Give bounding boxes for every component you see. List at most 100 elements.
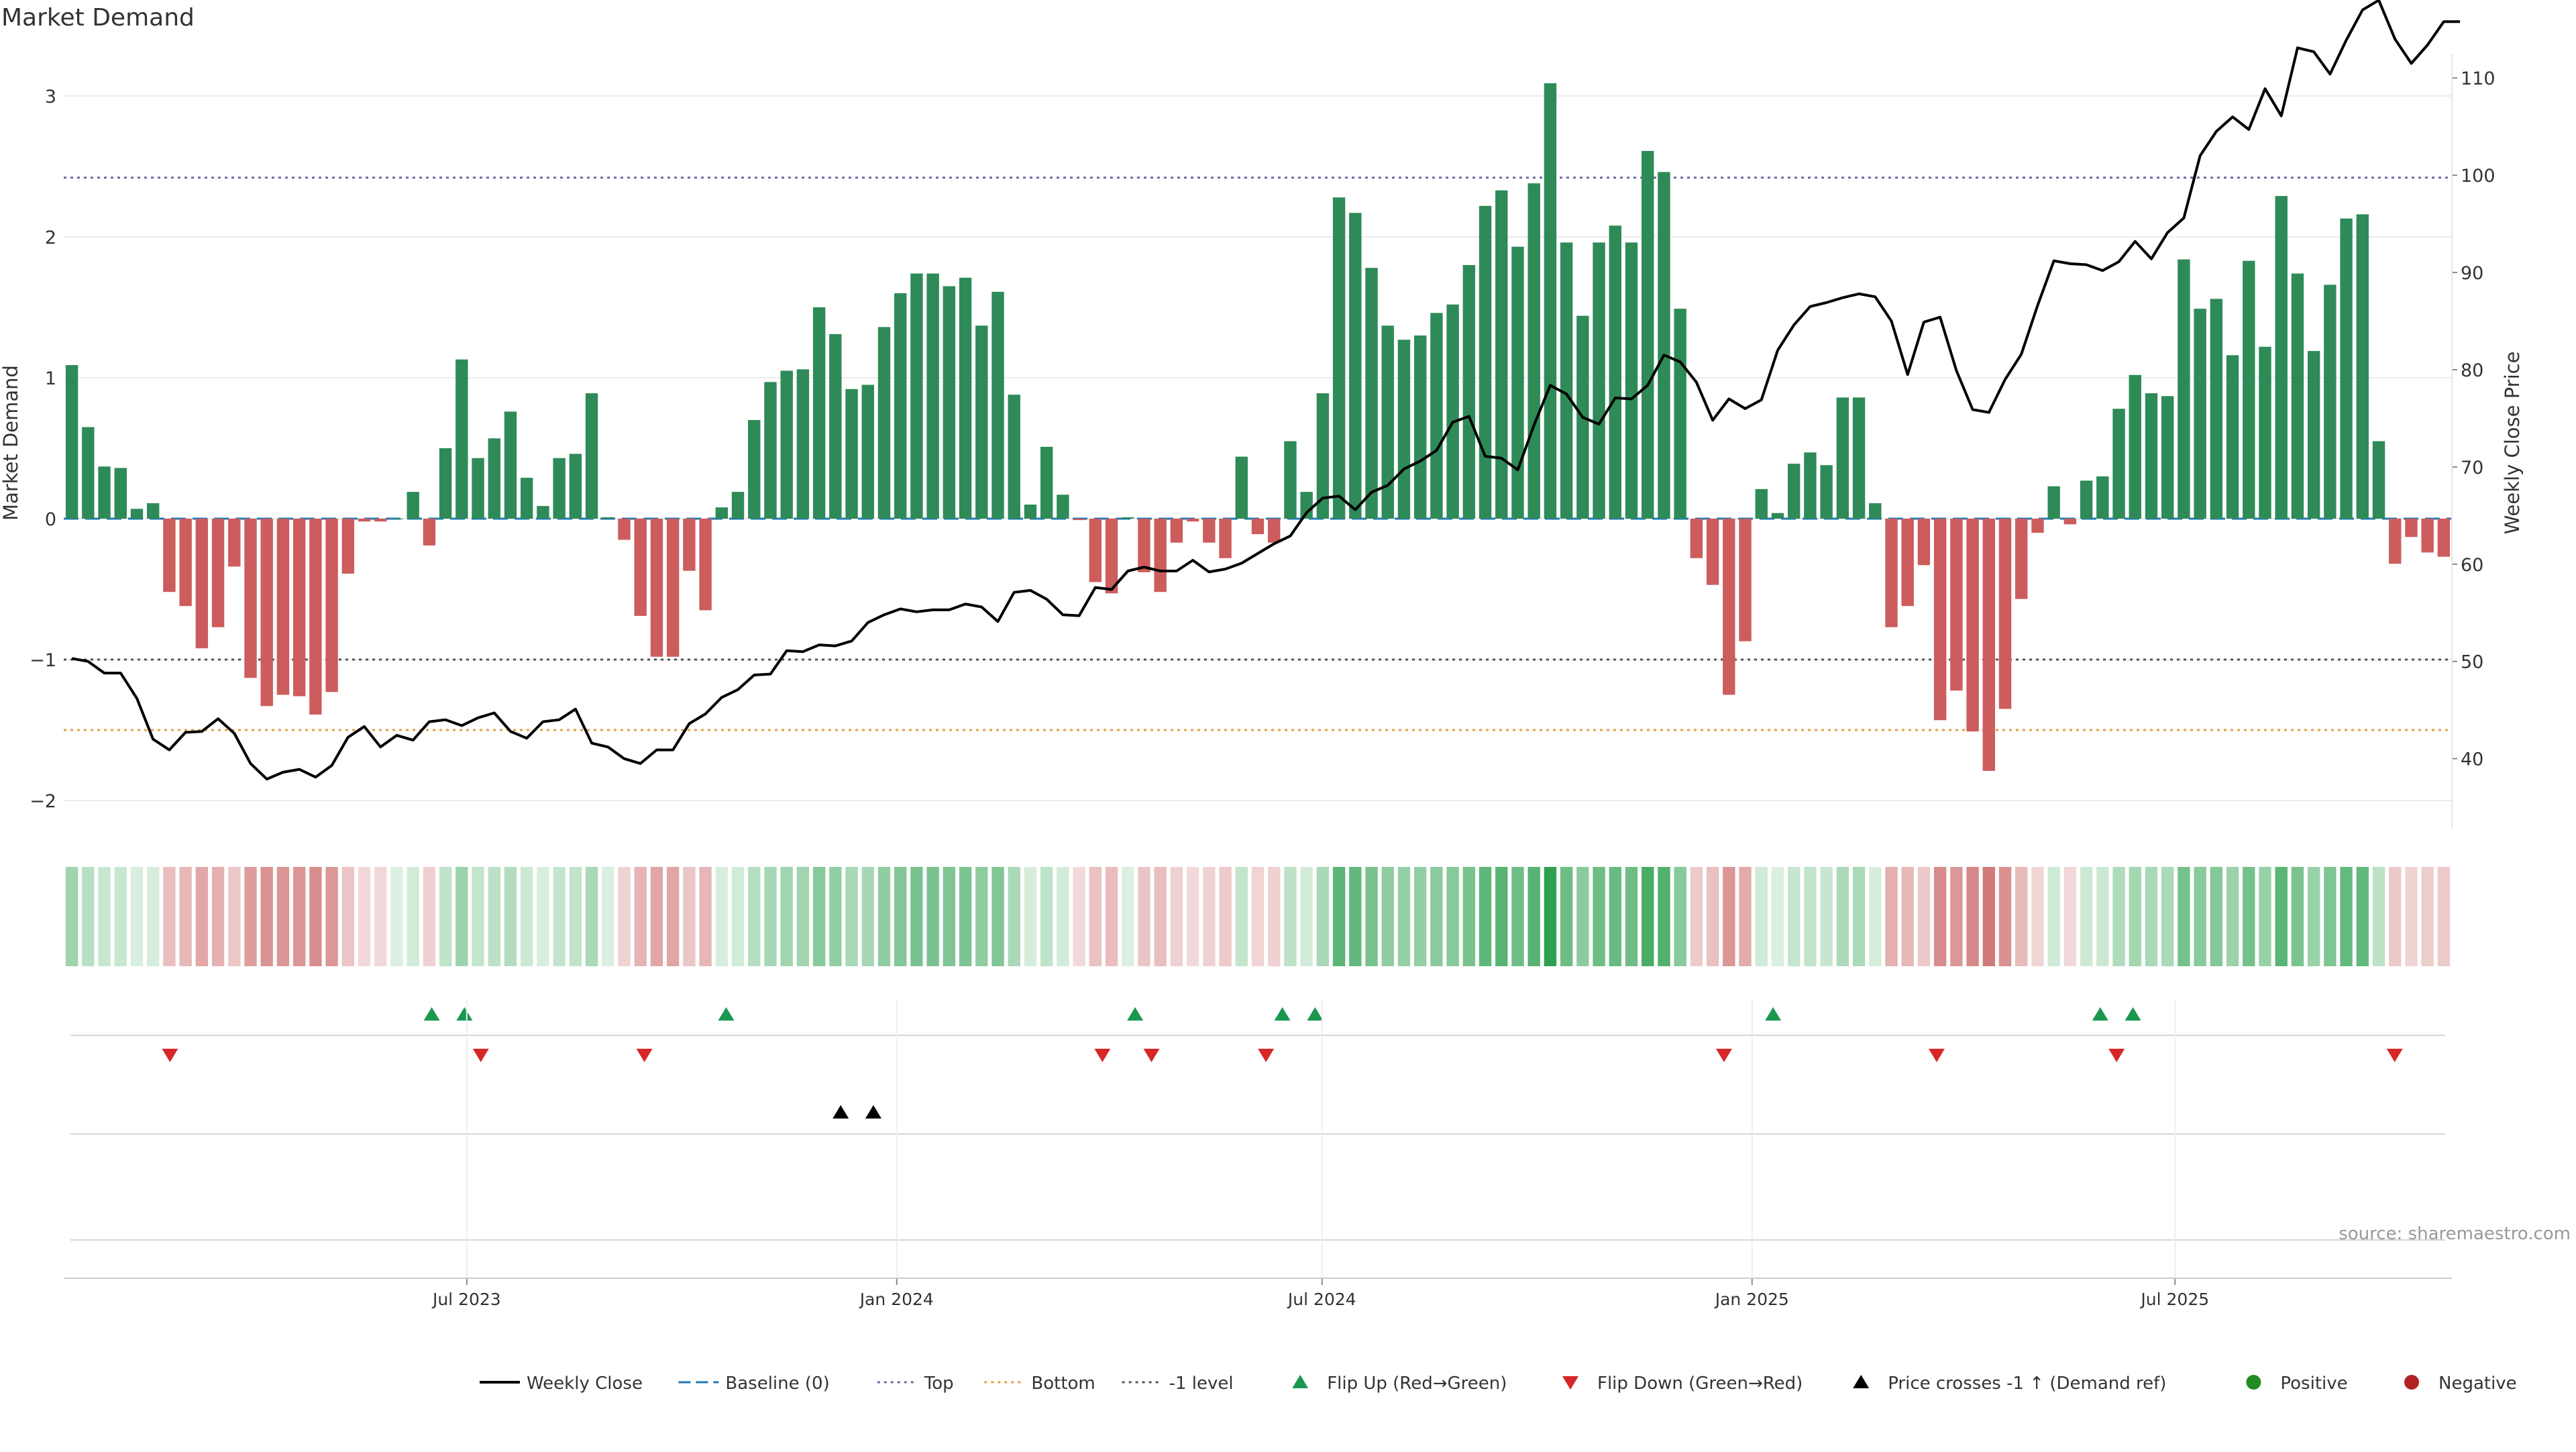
demand-bar bbox=[276, 519, 290, 695]
legend-label: Positive bbox=[2280, 1373, 2347, 1394]
demand-bar bbox=[114, 468, 127, 519]
heat-cell bbox=[1642, 867, 1654, 966]
demand-bar bbox=[1089, 519, 1102, 582]
demand-bar bbox=[521, 478, 533, 519]
demand-bar bbox=[2291, 273, 2304, 519]
heat-cell bbox=[1901, 867, 1914, 966]
heat-cell bbox=[2161, 867, 2174, 966]
demand-bar bbox=[1430, 313, 1443, 519]
heat-cell bbox=[569, 867, 582, 966]
heat-cell bbox=[666, 867, 680, 966]
heat-cell bbox=[1300, 867, 1313, 966]
heat-cell bbox=[585, 867, 598, 966]
demand-bar bbox=[1008, 395, 1020, 519]
demand-bar bbox=[309, 519, 322, 715]
y2-tick-label: 40 bbox=[2461, 749, 2483, 770]
heat-cell bbox=[2405, 867, 2418, 966]
legend-swatch-tri-up bbox=[1292, 1375, 1309, 1388]
heat-cell bbox=[1690, 867, 1703, 966]
demand-bar bbox=[2226, 355, 2239, 519]
flip-up-marker bbox=[718, 1007, 735, 1021]
demand-bar bbox=[325, 519, 338, 692]
y2-tick-label: 100 bbox=[2461, 166, 2496, 187]
demand-bar bbox=[2437, 519, 2451, 557]
demand-bar bbox=[1527, 183, 1540, 519]
demand-bar bbox=[1690, 519, 1703, 558]
heat-cell bbox=[65, 867, 78, 966]
heat-cell bbox=[407, 867, 419, 966]
demand-bar bbox=[1836, 397, 1849, 519]
chart-title: Market Demand bbox=[1, 4, 195, 32]
legend: Weekly Close Baseline (0) Top Bottom -1 leve… bbox=[480, 1373, 2517, 1394]
heat-cell bbox=[1950, 867, 1963, 966]
y2-tick-label: 70 bbox=[2461, 458, 2483, 478]
heat-cell bbox=[2421, 867, 2434, 966]
demand-bar bbox=[715, 507, 729, 519]
demand-bar bbox=[1462, 265, 1476, 519]
demand-bar bbox=[1365, 268, 1378, 519]
heat-cell bbox=[2226, 867, 2239, 966]
demand-bar bbox=[666, 519, 680, 657]
heat-cell bbox=[926, 867, 939, 966]
y2-tick-label: 90 bbox=[2461, 263, 2483, 284]
heat-cell bbox=[1804, 867, 1817, 966]
heat-cell bbox=[780, 867, 793, 966]
legend-item: Bottom bbox=[984, 1373, 1095, 1394]
demand-bar bbox=[2194, 309, 2206, 519]
demand-bar bbox=[407, 492, 419, 519]
demand-bar bbox=[374, 519, 387, 522]
demand-bar bbox=[1820, 465, 1833, 519]
heat-cell bbox=[715, 867, 729, 966]
legend-label: Weekly Close bbox=[527, 1373, 643, 1394]
legend-label: Price crosses -1 ↑ (Demand ref) bbox=[1888, 1373, 2166, 1394]
y-tick-label: −2 bbox=[30, 791, 56, 812]
demand-bar bbox=[764, 382, 777, 519]
demand-bar bbox=[1024, 505, 1037, 519]
demand-bar bbox=[780, 370, 793, 519]
demand-bar bbox=[423, 519, 436, 546]
demand-bar bbox=[292, 519, 306, 696]
heat-cell bbox=[1966, 867, 1979, 966]
heat-cell bbox=[1674, 867, 1686, 966]
heat-cell bbox=[1852, 867, 1866, 966]
heat-cell bbox=[1511, 867, 1524, 966]
heat-cell bbox=[910, 867, 923, 966]
heat-cell bbox=[877, 867, 891, 966]
heat-cell bbox=[618, 867, 631, 966]
demand-bar bbox=[1186, 519, 1199, 522]
heat-cell bbox=[1658, 867, 1670, 966]
heat-cell bbox=[130, 867, 144, 966]
heat-cell bbox=[1122, 867, 1134, 966]
demand-bar bbox=[634, 519, 647, 616]
heat-cell bbox=[1462, 867, 1476, 966]
heat-cell bbox=[1397, 867, 1411, 966]
heat-cell bbox=[1235, 867, 1248, 966]
demand-bar bbox=[2047, 486, 2060, 519]
heat-cell bbox=[1998, 867, 2012, 966]
demand-bar bbox=[1950, 519, 1963, 691]
heat-cell bbox=[276, 867, 290, 966]
heat-cell bbox=[1739, 867, 1752, 966]
heat-cell bbox=[2372, 867, 2385, 966]
heat-cell bbox=[358, 867, 371, 966]
flip-up-marker bbox=[2092, 1007, 2108, 1021]
demand-bar bbox=[1511, 246, 1524, 519]
demand-bar bbox=[1479, 205, 1492, 519]
heat-cell bbox=[2015, 867, 2028, 966]
grid-layer bbox=[64, 95, 2452, 801]
heat-cell bbox=[1982, 867, 1995, 966]
heat-cell bbox=[1154, 867, 1167, 966]
weekly-close-series bbox=[71, 0, 2461, 781]
demand-bar bbox=[179, 519, 192, 607]
heat-cell bbox=[1381, 867, 1394, 966]
heat-cell bbox=[163, 867, 176, 966]
x-tick-label: Jan 2025 bbox=[1714, 1290, 1789, 1309]
heat-cell bbox=[195, 867, 209, 966]
demand-bar bbox=[537, 506, 549, 519]
demand-bar bbox=[260, 519, 273, 707]
demand-bar bbox=[1138, 519, 1150, 572]
price-cross-marker bbox=[865, 1105, 881, 1119]
heat-cell bbox=[2145, 867, 2158, 966]
demand-bar bbox=[829, 333, 842, 519]
